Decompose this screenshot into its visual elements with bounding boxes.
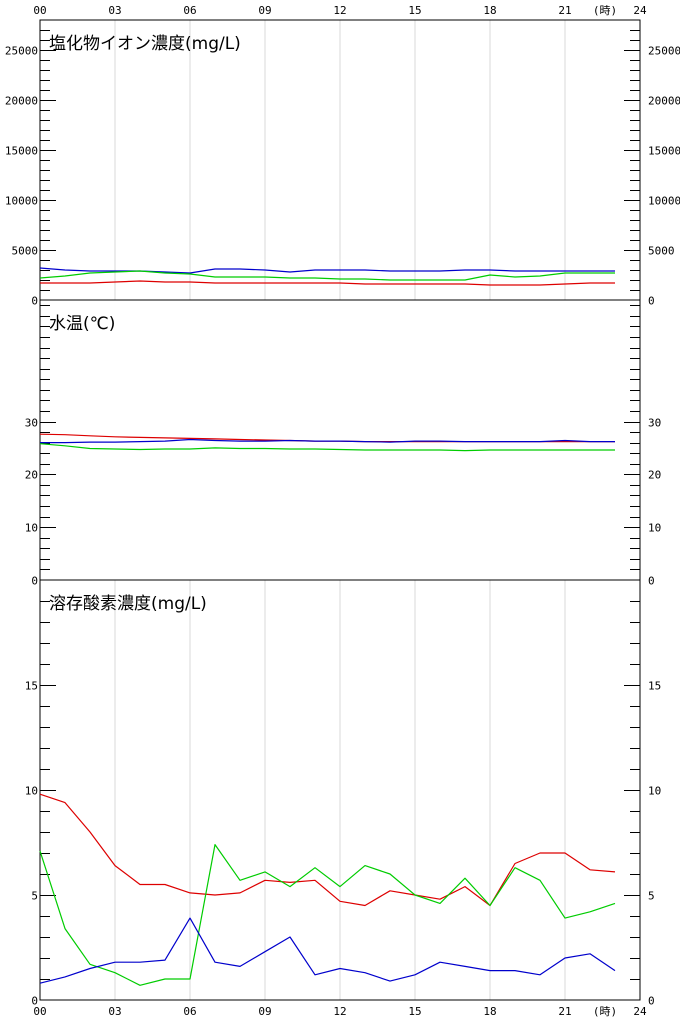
right-y-tick-label: 0 (648, 995, 655, 1008)
chart-panel: 0 5 10 15 0 5 10 15 溶存酸素濃度(mg/L) (25, 579, 661, 1008)
top-time-axis: 00 03 06 09 12 15 18 21 24 (時) (33, 4, 647, 17)
y-tick-label: 5 (31, 890, 38, 903)
bottom-time-tick-label: 15 (408, 1005, 421, 1018)
top-time-tick-label: 21 (558, 4, 571, 17)
top-time-tick-label: 03 (108, 4, 121, 17)
series-line (40, 438, 615, 444)
series-line (39, 443, 615, 452)
top-time-tick-label: 06 (183, 4, 196, 17)
y-tick-label: 15 (25, 680, 38, 693)
series-line (39, 843, 616, 986)
right-y-tick-label: 10 (648, 522, 661, 535)
y-tick-label: 30 (25, 417, 38, 430)
panel-title: 水温(℃) (49, 314, 115, 334)
bottom-time-tick-label: 12 (333, 1005, 346, 1018)
right-y-tick-label: 15000 (648, 145, 680, 158)
series-line (40, 280, 615, 286)
bottom-time-tick-label: 21 (558, 1005, 571, 1018)
y-tick-label: 15000 (5, 145, 38, 158)
y-tick-label: 10 (25, 522, 38, 535)
y-tick-label: 0 (31, 295, 38, 308)
y-tick-label: 5000 (12, 245, 39, 258)
bottom-time-axis: 00 03 06 09 12 15 18 21 24 (時) (33, 1005, 647, 1018)
right-y-tick-label: 30 (648, 417, 661, 430)
bottom-time-unit-label: (時) (593, 1005, 617, 1018)
top-time-tick-label: 12 (333, 4, 346, 17)
y-tick-label: 10000 (5, 195, 38, 208)
right-y-tick-label: 10000 (648, 195, 680, 208)
y-tick-label: 25000 (5, 45, 38, 58)
panel-title: 塩化物イオン濃度(mg/L) (49, 34, 241, 54)
top-time-tick-label: 18 (483, 4, 496, 17)
bottom-time-tick-label: 18 (483, 1005, 496, 1018)
bottom-time-tick-label: 03 (108, 1005, 121, 1018)
y-tick-label: 0 (31, 575, 38, 588)
right-y-tick-label: 25000 (648, 45, 680, 58)
y-tick-label: 20 (25, 469, 38, 482)
chart-panel: 0 10 20 30 0 10 20 30 水温(℃) (25, 299, 661, 588)
right-y-tick-label: 5 (648, 890, 655, 903)
chart-panels: 0500010000150002000025000050001000015000… (5, 19, 680, 1008)
top-time-tick-label: 15 (408, 4, 421, 17)
right-y-tick-label: 0 (648, 575, 655, 588)
bottom-time-tick-label: 06 (183, 1005, 196, 1018)
top-time-tick-label: 00 (33, 4, 46, 17)
series-line (39, 270, 615, 281)
y-tick-label: 20000 (5, 95, 38, 108)
series-line (39, 433, 615, 443)
top-time-tick-label: 09 (258, 4, 271, 17)
bottom-time-tick-label: 00 (33, 1005, 46, 1018)
right-y-tick-label: 20 (648, 469, 661, 482)
bottom-time-tick-label: 24 (633, 1005, 647, 1018)
top-time-tick-label: 24 (633, 4, 647, 17)
panel-frame (39, 299, 641, 581)
chart-panel: 0 5000 10000 15000 20000 25000 0 5000 10000 15000… (5, 19, 680, 308)
bottom-time-tick-label: 09 (258, 1005, 271, 1018)
y-tick-label: 10 (25, 785, 38, 798)
right-y-tick-label: 10 (648, 785, 661, 798)
top-time-unit-label: (時) (593, 4, 617, 17)
right-y-tick-label: 20000 (648, 95, 680, 108)
right-y-tick-label: 0 (648, 295, 655, 308)
series-line (39, 267, 615, 274)
right-y-tick-label: 15 (648, 680, 661, 693)
y-tick-label: 0 (31, 995, 38, 1008)
series-line (39, 793, 616, 907)
series-line (39, 917, 616, 984)
panel-title: 溶存酸素濃度(mg/L) (49, 594, 207, 614)
right-y-tick-label: 5000 (648, 245, 675, 258)
